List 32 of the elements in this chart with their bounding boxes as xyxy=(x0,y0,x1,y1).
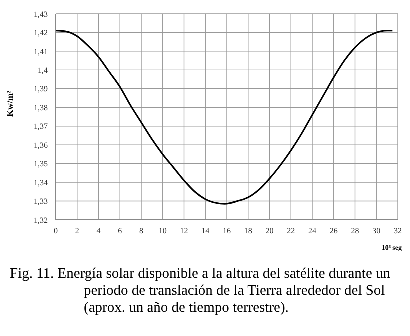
x-tick-label: 24 xyxy=(308,226,316,236)
x-tick-label: 22 xyxy=(287,226,296,236)
y-tick-label: 1,32 xyxy=(34,216,48,225)
x-tick-label: 30 xyxy=(372,226,381,236)
x-tick-label: 2 xyxy=(75,226,80,236)
y-axis-title: Kw/m² xyxy=(5,90,16,117)
y-tick-label: 1,38 xyxy=(34,103,48,112)
line-series xyxy=(56,30,394,205)
x-tick-label: 4 xyxy=(96,226,101,236)
y-tick-label: 1,37 xyxy=(34,122,48,132)
x-tick-label: 6 xyxy=(118,226,122,236)
x-tick-label: 26 xyxy=(330,226,338,236)
y-tick-label: 1,41 xyxy=(34,47,48,56)
y-tick-label: 1,33 xyxy=(34,197,48,206)
caption: Fig. 11. Energía solar disponible a la altura del satélite durante un periodo de translación de la Tierra alrededor del Sol (aprox. un año de tiempo terrestre). xyxy=(9,266,392,317)
y-tick-label: 1,43 xyxy=(34,10,48,19)
x-tick-label: 12 xyxy=(180,226,188,236)
y-tick-label: 1,36 xyxy=(34,140,48,150)
y-tick-label: 1,42 xyxy=(34,28,48,38)
x-tick-label: 20 xyxy=(266,226,274,236)
x-tick-label: 28 xyxy=(351,226,360,236)
y-tick-label: 1,39 xyxy=(34,84,48,94)
x-tick-label: 18 xyxy=(244,226,252,236)
y-tick-label: 1,35 xyxy=(34,160,48,169)
y-tick-label: 1,34 xyxy=(34,178,48,188)
x-tick-label: 14 xyxy=(202,226,210,236)
x-tick-label: 8 xyxy=(140,226,144,236)
x-tick-label: 16 xyxy=(223,226,231,236)
x-tick-label: 10 xyxy=(158,226,167,236)
x-tick-label: 32 xyxy=(394,226,402,236)
x-tick-label: 0 xyxy=(54,226,58,236)
y-tick-label: 1,4 xyxy=(38,66,48,76)
